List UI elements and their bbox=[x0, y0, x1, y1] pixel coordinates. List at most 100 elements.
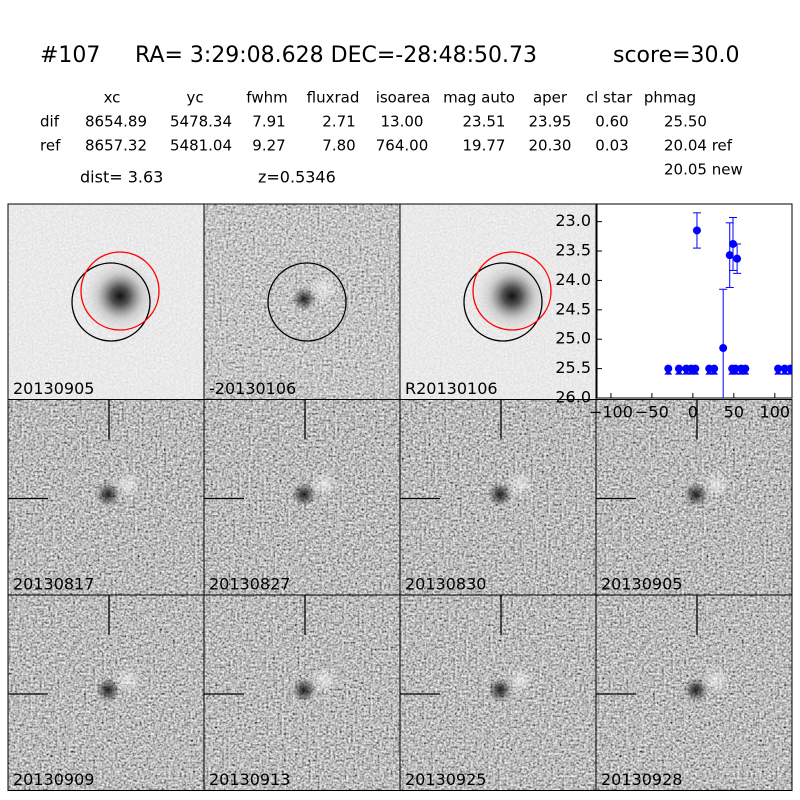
source bbox=[488, 678, 512, 702]
residual bbox=[310, 470, 338, 499]
table-cell: 23.51 bbox=[463, 113, 506, 131]
points bbox=[664, 212, 792, 398]
image-panel: 20130905 bbox=[595, 399, 793, 596]
image-panel: 20130925 bbox=[399, 594, 597, 791]
panel-label: 20130817 bbox=[13, 575, 94, 594]
table-cell: 8657.32 bbox=[85, 137, 147, 155]
table-cell: 7.91 bbox=[252, 113, 285, 131]
image-panel: 20130913 bbox=[203, 594, 401, 791]
source bbox=[292, 287, 316, 311]
row-name: dif bbox=[40, 113, 60, 131]
limit-point bbox=[664, 364, 673, 373]
source bbox=[684, 482, 708, 507]
limit-point bbox=[674, 364, 683, 373]
image-panel: 20130905 bbox=[7, 203, 205, 400]
column-header: yc bbox=[186, 89, 203, 107]
row-name: ref bbox=[40, 137, 61, 155]
point bbox=[729, 239, 738, 248]
panels: 20130905 -20130106 R20130106 20130817 201308… bbox=[7, 203, 793, 791]
x-tick-label: −100 bbox=[589, 403, 633, 422]
y-tick-label: 25.0 bbox=[555, 329, 591, 348]
y-tick-label: 24.0 bbox=[555, 270, 591, 289]
new-mag: 20.05 new bbox=[664, 161, 743, 179]
limit-point bbox=[786, 364, 792, 373]
galaxy bbox=[82, 258, 158, 334]
panel-label: 20130909 bbox=[13, 770, 94, 789]
limit-point bbox=[774, 364, 783, 373]
source bbox=[684, 678, 708, 702]
panel-label: 20130830 bbox=[405, 575, 486, 594]
ref-circle bbox=[71, 262, 151, 342]
table-cell: 8654.89 bbox=[85, 113, 147, 131]
residual bbox=[506, 470, 534, 499]
table-cell: 25.50 bbox=[664, 113, 707, 131]
column-header: phmag bbox=[644, 89, 696, 107]
y-tick-label: 24.5 bbox=[555, 299, 591, 318]
y-tick-label: 23.5 bbox=[555, 241, 591, 260]
distance: dist= 3.63 bbox=[80, 168, 163, 187]
table-cell: 23.95 bbox=[529, 113, 572, 131]
y-tick-label: 26.0 bbox=[555, 388, 591, 407]
image-panel: 20130830 bbox=[399, 399, 597, 596]
panel-label: 20130827 bbox=[209, 575, 290, 594]
source bbox=[292, 678, 316, 702]
redshift: z=0.5346 bbox=[258, 168, 336, 187]
column-header: isoarea bbox=[376, 89, 431, 107]
panel-label: 20130928 bbox=[601, 770, 682, 789]
limit-point bbox=[691, 364, 700, 373]
x-tick-label: 50 bbox=[724, 403, 744, 422]
panel-label: 20130913 bbox=[209, 770, 290, 789]
ref-circle bbox=[463, 262, 543, 342]
table-cell: 2.71 bbox=[322, 113, 355, 131]
limit-point bbox=[731, 364, 740, 373]
residual bbox=[114, 470, 142, 499]
panel-label: -20130106 bbox=[209, 379, 296, 398]
column-header: fwhm bbox=[246, 89, 287, 107]
residual bbox=[702, 470, 730, 499]
point bbox=[692, 226, 701, 235]
panel-frame bbox=[595, 594, 793, 791]
source bbox=[96, 482, 120, 507]
object-id: #107 bbox=[40, 43, 100, 68]
residual bbox=[114, 666, 142, 694]
column-header: xc bbox=[104, 89, 121, 107]
image-panel: 20130928 bbox=[595, 594, 793, 791]
table-cell: 5478.34 bbox=[170, 113, 232, 131]
table-cell: 764.00 bbox=[376, 137, 429, 155]
panel-label: 20130905 bbox=[13, 379, 94, 398]
y-tick-label: 25.5 bbox=[555, 358, 591, 377]
table-cell: 0.03 bbox=[595, 137, 628, 155]
residual bbox=[310, 666, 338, 694]
table-cell: 5481.04 bbox=[170, 137, 232, 155]
residual bbox=[310, 275, 338, 303]
light-curve: 23.0 23.5 24.0 24.5 25.0 25.5 26.0−100 −50 0 50 10… bbox=[555, 203, 793, 422]
x-tick-label: 0 bbox=[688, 403, 698, 422]
ref-circle bbox=[267, 262, 347, 342]
source bbox=[96, 678, 120, 702]
source bbox=[292, 482, 316, 507]
x-tick-label: −50 bbox=[635, 403, 669, 422]
point bbox=[733, 254, 742, 263]
score: score=30.0 bbox=[613, 43, 740, 68]
point bbox=[725, 251, 734, 260]
table-cell: 0.60 bbox=[595, 113, 628, 131]
limit-point bbox=[741, 364, 750, 373]
x-tick-label: 100 bbox=[760, 403, 791, 422]
table-cell: 7.80 bbox=[322, 137, 355, 155]
table-cell: 20.04 ref bbox=[664, 137, 733, 155]
table-cell: 13.00 bbox=[381, 113, 424, 131]
panel-label: R20130106 bbox=[405, 379, 498, 398]
residual bbox=[506, 666, 534, 694]
residual bbox=[702, 666, 730, 694]
new-circle bbox=[472, 251, 552, 331]
column-header: cl star bbox=[586, 89, 633, 107]
coordinates: RA= 3:29:08.628 DEC=-28:48:50.73 bbox=[135, 43, 537, 68]
point bbox=[719, 344, 728, 353]
panel-label: 20130925 bbox=[405, 770, 486, 789]
table-cell: 19.77 bbox=[463, 137, 506, 155]
column-header: mag auto bbox=[443, 89, 515, 107]
image-panel: 20130827 bbox=[203, 399, 401, 596]
table-cell: 9.27 bbox=[252, 137, 285, 155]
y-tick-label: 23.0 bbox=[555, 211, 591, 230]
